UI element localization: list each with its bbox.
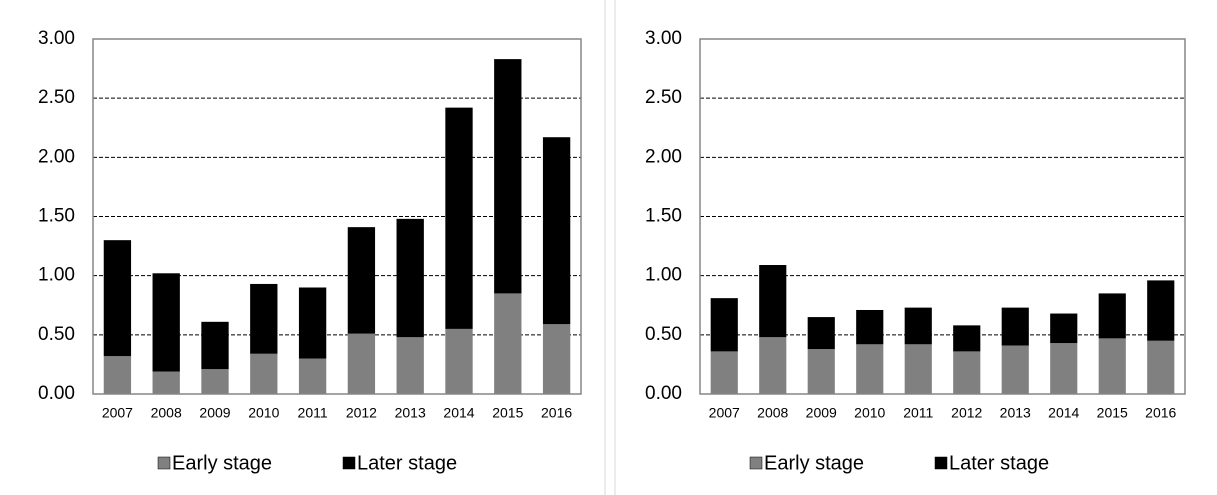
y-tick-label: 2.00: [645, 146, 682, 167]
bar-segment: [1001, 307, 1029, 346]
bar-segment: [1001, 345, 1029, 394]
x-tick-label: 2014: [443, 405, 474, 421]
bar-segment: [347, 227, 376, 334]
y-tick-label: 0.00: [645, 383, 682, 404]
legend-swatch: [749, 456, 763, 470]
legend-label: Later stage: [949, 452, 1049, 474]
bar-segment: [1147, 340, 1175, 394]
x-tick-label: 2010: [854, 405, 885, 421]
bar-segment: [807, 349, 835, 394]
y-tick-label: 3.00: [645, 28, 682, 49]
y-tick-label: 2.50: [645, 87, 682, 108]
bar-segment: [710, 298, 738, 352]
bar-segment: [1098, 338, 1126, 394]
bar-segment: [298, 358, 327, 394]
x-tick-label: 2013: [1000, 405, 1031, 421]
x-tick-label: 2010: [248, 405, 279, 421]
y-tick-label: 1.00: [38, 265, 75, 286]
x-tick-label: 2009: [199, 405, 230, 421]
y-tick-label: 3.00: [38, 28, 75, 49]
plot-border: [92, 38, 582, 395]
x-tick-label: 2016: [1145, 405, 1176, 421]
y-tick-label: 0.50: [645, 324, 682, 345]
legend-label: Early stage: [764, 452, 864, 474]
y-tick-label: 0.00: [38, 383, 75, 404]
y-tick-label: 2.00: [38, 146, 75, 167]
bar-segment: [759, 265, 787, 338]
bar-segment: [103, 240, 132, 357]
x-tick-label: 2013: [395, 405, 426, 421]
bar-segment: [953, 325, 981, 352]
y-tick-label: 2.50: [38, 87, 75, 108]
bar-segment: [904, 344, 932, 394]
bar-segment: [759, 337, 787, 394]
legend-swatch: [934, 456, 948, 470]
x-tick-label: 2015: [492, 405, 523, 421]
bar-segment: [856, 344, 884, 394]
bar-segment: [1147, 280, 1175, 341]
x-tick-label: 2007: [709, 405, 740, 421]
bar-segment: [710, 351, 738, 394]
bar-segment: [250, 353, 278, 394]
x-tick-label: 2008: [151, 405, 182, 421]
x-tick-label: 2012: [951, 405, 982, 421]
bar-segment: [396, 337, 424, 394]
bar-segment: [298, 287, 327, 359]
bar-segment: [1098, 293, 1126, 339]
x-tick-label: 2015: [1097, 405, 1128, 421]
legend-swatch: [157, 456, 171, 470]
bar-segment: [152, 273, 180, 372]
x-tick-label: 2016: [541, 405, 572, 421]
y-tick-label: 0.50: [38, 324, 75, 345]
bar-segment: [152, 371, 180, 394]
bar-segment: [1050, 343, 1078, 394]
legend-label: Later stage: [357, 452, 457, 474]
x-tick-label: 2007: [102, 405, 133, 421]
legend-swatch: [342, 456, 356, 470]
bar-segment: [250, 283, 278, 354]
bar-segment: [856, 309, 884, 345]
bar-segment: [201, 321, 229, 370]
x-tick-label: 2011: [298, 405, 328, 421]
bar-segment: [494, 293, 522, 394]
bar-segment: [445, 328, 473, 394]
x-tick-label: 2009: [806, 405, 837, 421]
bar-segment: [542, 137, 571, 325]
bar-segment: [1050, 313, 1078, 344]
y-tick-label: 1.50: [38, 206, 75, 227]
bar-segment: [396, 218, 424, 338]
plot-border: [699, 38, 1186, 395]
legend-label: Early stage: [172, 452, 272, 474]
bar-segment: [103, 356, 132, 394]
bar-segment: [445, 107, 473, 329]
bar-segment: [807, 317, 835, 350]
x-tick-label: 2014: [1048, 405, 1079, 421]
bar-segment: [347, 333, 376, 394]
x-tick-label: 2011: [903, 405, 933, 421]
y-tick-label: 1.00: [645, 265, 682, 286]
bar-segment: [953, 351, 981, 394]
x-tick-label: 2008: [757, 405, 788, 421]
bar-segment: [201, 369, 229, 394]
x-tick-label: 2012: [346, 405, 377, 421]
bar-segment: [904, 307, 932, 345]
bar-segment: [494, 59, 522, 294]
bar-segment: [542, 324, 571, 394]
y-tick-label: 1.50: [645, 206, 682, 227]
